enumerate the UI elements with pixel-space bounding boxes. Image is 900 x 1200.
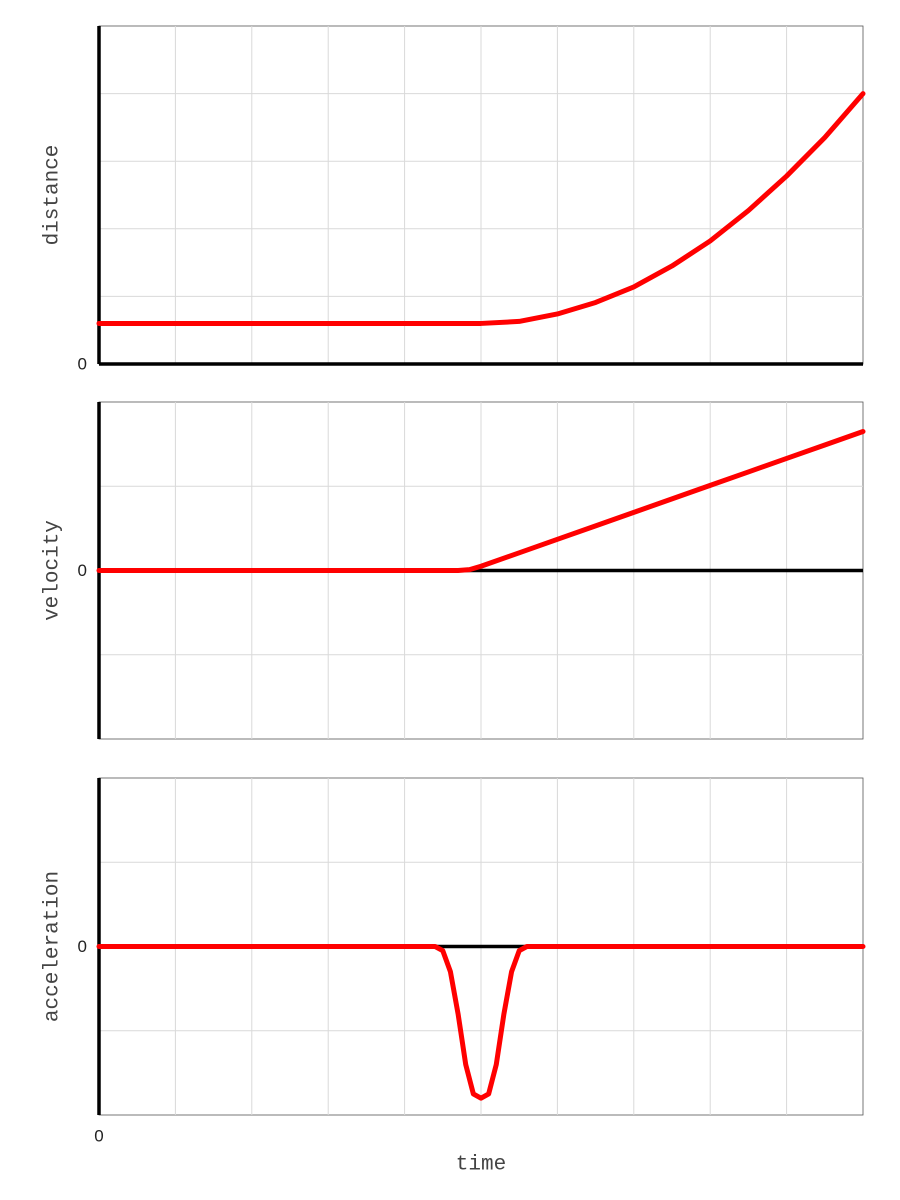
y-axis-label: distance <box>42 145 65 246</box>
data-line <box>96 91 866 326</box>
x-axis-label: time <box>456 1154 506 1177</box>
y-tick-label: 0 <box>78 937 87 956</box>
data-line <box>96 428 866 573</box>
y-axis-label: acceleration <box>42 871 65 1022</box>
x-tick-label: 0 <box>94 1126 103 1145</box>
y-axis-label: velocity <box>42 520 65 621</box>
y-tick-label: 0 <box>78 354 87 373</box>
data-line <box>96 944 866 1101</box>
y-tick-label: 0 <box>78 561 87 580</box>
